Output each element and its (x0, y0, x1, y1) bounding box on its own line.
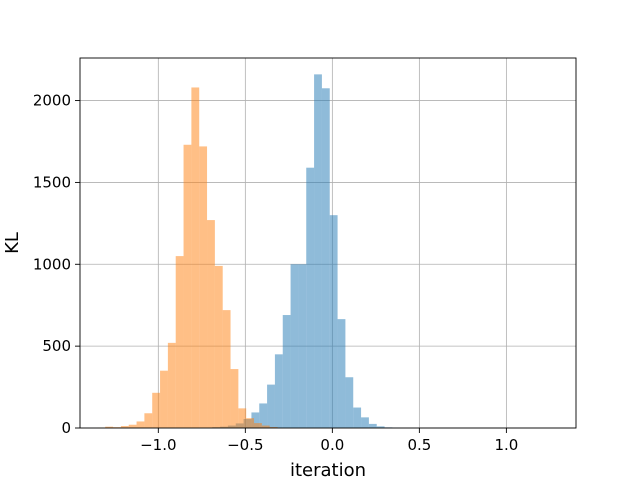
series-1-bar-17 (230, 369, 239, 428)
series-1-bar-4 (128, 424, 137, 428)
series-0-bar-6 (259, 403, 268, 428)
series-0-bar-5 (251, 412, 260, 428)
series-0-bar-7 (267, 384, 275, 428)
series-0-bar-8 (274, 354, 283, 428)
x-tick-label-2: 0.0 (320, 436, 344, 454)
series-0-bar-13 (314, 74, 322, 429)
y-tick-label-0: 0 (61, 419, 71, 437)
y-tick-label-1: 500 (42, 337, 71, 355)
series-0-bar-17 (345, 377, 354, 428)
series-0-bar-21 (376, 426, 385, 428)
series-0-bar-14 (321, 88, 330, 429)
series-1-bar-10 (175, 256, 184, 428)
series-1-bar-16 (222, 310, 231, 428)
y-tick-label-3: 1500 (33, 173, 71, 191)
series-1-bar-20 (254, 423, 262, 428)
series-1-bar-7 (152, 392, 161, 428)
series-0-bar-15 (329, 215, 338, 428)
series-1-bar-1 (105, 426, 114, 428)
series-1-bar-13 (199, 146, 208, 428)
series-1-bar-21 (261, 425, 270, 428)
series-0-bar-12 (306, 167, 315, 429)
series-1-bar-9 (167, 342, 176, 428)
x-axis-label: iteration (290, 460, 366, 480)
series-0-bar-18 (353, 407, 362, 428)
x-tick-label-3: 0.5 (407, 436, 431, 454)
histogram-bars (97, 74, 401, 429)
series-1-bar-3 (120, 426, 129, 428)
axis-ticks: −1.0 −0.5 0.0 0.5 1.0 0 500 1000 1500 2000 (33, 92, 519, 454)
x-tick-label-4: 1.0 (494, 436, 518, 454)
series-1-bar-15 (214, 265, 223, 428)
x-tick-label-0: −1.0 (140, 436, 176, 454)
series-0-bar-16 (337, 319, 346, 428)
series-1-bar-12 (191, 87, 200, 428)
series-0-bar-19 (361, 417, 369, 428)
x-tick-label-1: −0.5 (227, 436, 263, 454)
y-tick-label-2: 1000 (33, 255, 71, 273)
series-1-bar-11 (183, 144, 192, 429)
plot-frame (79, 57, 577, 429)
series-1-bar-18 (238, 408, 247, 428)
series-1-bar-8 (160, 370, 168, 428)
series-0-bar-9 (282, 315, 291, 428)
series-0-bar-20 (368, 423, 377, 428)
series-1-bar-5 (136, 421, 145, 428)
y-axis-label: KL (2, 232, 23, 254)
series-1-bar-22 (269, 427, 278, 428)
series-1-bar-19 (246, 418, 255, 428)
series-0-bar-10 (290, 264, 299, 428)
y-tick-label-4: 2000 (33, 92, 71, 110)
series-1-bar-6 (144, 413, 153, 428)
series-1-bar-14 (207, 220, 215, 428)
series-0-bar-11 (298, 264, 307, 428)
